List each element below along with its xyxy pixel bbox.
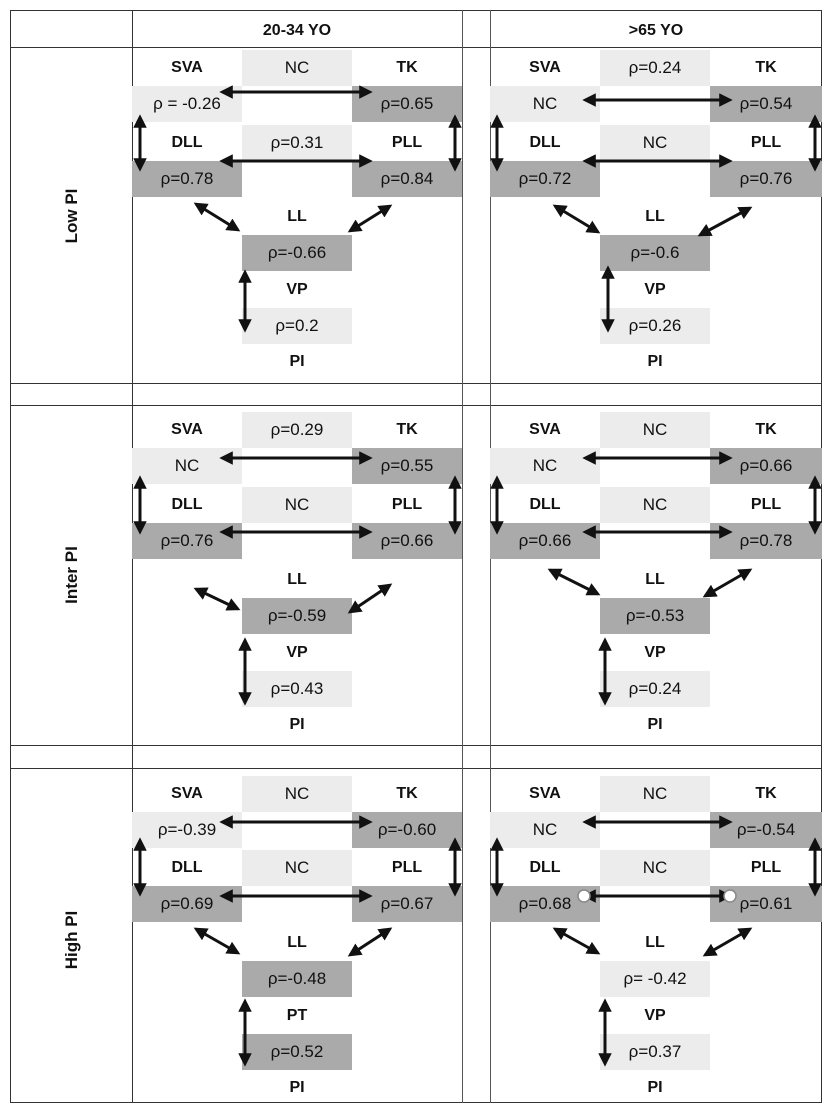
dll-pll-correlation: NC <box>600 850 710 886</box>
sva-tk-correlation: NC <box>600 776 710 812</box>
header-divider <box>10 47 822 48</box>
ll-vp-correlation: ρ=-0.59 <box>242 598 352 634</box>
pi-label: PI <box>647 1079 663 1096</box>
vp-pi-correlation: ρ=0.2 <box>242 308 352 344</box>
sva-tk-correlation: NC <box>600 412 710 448</box>
sva-tk-correlation: NC <box>242 776 352 812</box>
pll-label: PLL <box>750 859 782 876</box>
sva-label: SVA <box>171 421 203 438</box>
sva-dll-correlation: NC <box>490 448 600 484</box>
ll-label: LL <box>645 571 665 588</box>
tk-label: TK <box>396 785 418 802</box>
arrow-pll-ll <box>697 206 753 237</box>
sva-dll-correlation: NC <box>132 448 242 484</box>
sva-label: SVA <box>529 421 561 438</box>
vp-pi-correlation: ρ=0.37 <box>600 1034 710 1070</box>
dll-ll-correlation: ρ=0.72 <box>490 161 600 197</box>
pll-label: PLL <box>391 134 423 151</box>
dll-pll-correlation: NC <box>242 487 352 523</box>
sva-tk-correlation: ρ=0.29 <box>242 412 352 448</box>
arrow-dll-ll <box>193 927 241 955</box>
sva-dll-correlation: NC <box>490 812 600 848</box>
ll-label: LL <box>287 571 307 588</box>
pt-label: PT <box>286 1007 308 1024</box>
tk-pll-correlation: ρ=0.54 <box>710 86 822 122</box>
column-header-old: >65 YO <box>628 22 684 39</box>
ll-label: LL <box>287 208 307 225</box>
arrow-pll-ll <box>702 568 753 598</box>
tk-pll-correlation: ρ=-0.60 <box>352 812 462 848</box>
arrow-dll-ll <box>547 568 601 596</box>
pll-label: PLL <box>750 134 782 151</box>
pll-label: PLL <box>391 496 423 513</box>
dll-label: DLL <box>529 134 561 151</box>
pi-label: PI <box>289 1079 305 1096</box>
sva-label: SVA <box>529 59 561 76</box>
arrow-pll-ll <box>347 927 393 957</box>
dll-label: DLL <box>529 859 561 876</box>
ll-vp-correlation: ρ=-0.66 <box>242 235 352 271</box>
arrow-pll-ll <box>347 583 393 614</box>
vp-pi-correlation: ρ=0.43 <box>242 671 352 707</box>
row-divider-2a <box>10 745 822 746</box>
vp-label: VP <box>644 281 666 298</box>
sva-label: SVA <box>171 59 203 76</box>
tk-label: TK <box>396 59 418 76</box>
ll-vp-correlation: ρ= -0.42 <box>600 961 710 997</box>
sva-dll-correlation: NC <box>490 86 600 122</box>
dll-label: DLL <box>529 496 561 513</box>
row-divider-2b <box>10 768 822 769</box>
vp-label: VP <box>286 281 308 298</box>
ll-vp-correlation: ρ=-0.53 <box>600 598 710 634</box>
tk-label: TK <box>396 421 418 438</box>
pi-label: PI <box>289 353 305 370</box>
vp-label: VP <box>644 1007 666 1024</box>
vp-pi-correlation: ρ=0.24 <box>600 671 710 707</box>
ll-label: LL <box>287 934 307 951</box>
marker-dot-right <box>723 889 737 903</box>
dll-label: DLL <box>171 859 203 876</box>
tk-label: TK <box>755 785 777 802</box>
arrow-dll-ll <box>193 587 241 611</box>
pll-label: PLL <box>750 496 782 513</box>
vp-label: VP <box>644 644 666 661</box>
ll-label: LL <box>645 934 665 951</box>
dll-label: DLL <box>171 134 203 151</box>
pll-label: PLL <box>391 859 423 876</box>
sva-tk-correlation: ρ=0.24 <box>600 50 710 86</box>
row-divider-1b <box>10 405 822 406</box>
dll-ll-correlation: ρ=0.69 <box>132 886 242 922</box>
marker-dot-left <box>577 889 591 903</box>
ll-pt-correlation: ρ=-0.48 <box>242 961 352 997</box>
dll-pll-correlation: NC <box>242 850 352 886</box>
dll-pll-correlation: NC <box>600 487 710 523</box>
sva-label: SVA <box>529 785 561 802</box>
pi-label: PI <box>289 716 305 733</box>
arrow-dll-ll <box>193 202 241 232</box>
arrow-dll-ll <box>552 927 601 955</box>
column-header-young: 20-34 YO <box>262 22 332 39</box>
vp-pi-correlation: ρ=0.26 <box>600 308 710 344</box>
dll-ll-correlation: ρ=0.66 <box>490 523 600 559</box>
pi-label: PI <box>647 716 663 733</box>
dll-label: DLL <box>171 496 203 513</box>
tk-label: TK <box>755 59 777 76</box>
tk-label: TK <box>755 421 777 438</box>
arrow-pll-ll <box>347 204 393 233</box>
arrow-dll-ll <box>552 204 601 234</box>
row-divider-1a <box>10 383 822 384</box>
pi-label: PI <box>647 353 663 370</box>
vp-label: VP <box>286 644 308 661</box>
ll-vp-correlation: ρ=-0.6 <box>600 235 710 271</box>
ll-label: LL <box>645 208 665 225</box>
arrow-pll-ll <box>702 927 753 957</box>
sva-tk-correlation: NC <box>242 50 352 86</box>
column-divider-a <box>462 10 463 1103</box>
sva-label: SVA <box>171 785 203 802</box>
pt-pi-correlation: ρ=0.52 <box>242 1034 352 1070</box>
